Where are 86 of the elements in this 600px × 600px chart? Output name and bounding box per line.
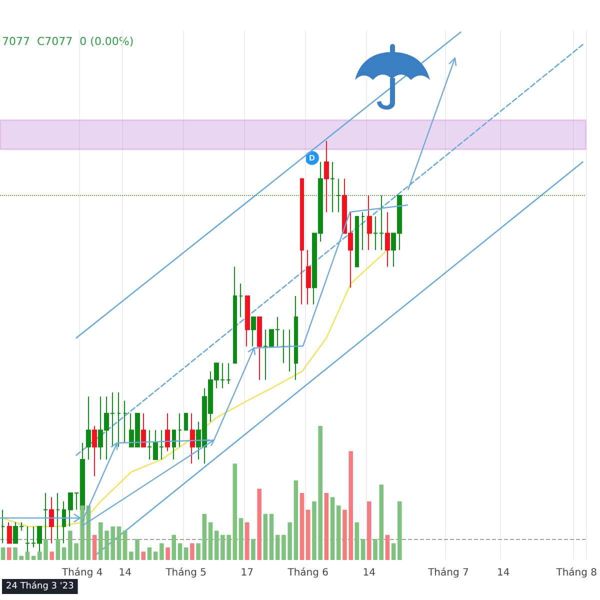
- bar: [190, 543, 194, 560]
- candlestick: [294, 296, 298, 380]
- candlestick: [141, 412, 146, 448]
- annotation: D: [309, 154, 316, 162]
- candlestick: [324, 140, 329, 213]
- candlestick: [1, 509, 5, 544]
- bar: [367, 501, 372, 560]
- bar: [251, 539, 256, 560]
- bar: [257, 488, 262, 560]
- bar: [141, 552, 146, 560]
- bar: [56, 539, 60, 560]
- candlestick: [92, 425, 97, 477]
- bar: [360, 539, 366, 560]
- bar: [306, 510, 310, 560]
- bar: [160, 543, 164, 560]
- bar: [7, 547, 12, 560]
- bar: [147, 547, 152, 560]
- bar: [269, 514, 274, 560]
- bar: [391, 543, 396, 560]
- x-tick-label: Tháng 8: [555, 568, 598, 578]
- bar: [153, 552, 158, 560]
- bar: [324, 492, 329, 560]
- x-tick-label: Tháng 4: [60, 568, 103, 578]
- text: 7077 C7077 0 (0.00%): [2, 35, 134, 48]
- bar: [398, 501, 402, 560]
- candlestick: [226, 362, 231, 385]
- x-tick-label: 14: [497, 568, 510, 578]
- candlestick: [117, 392, 121, 448]
- candlestick: [123, 400, 127, 444]
- bar: [92, 534, 97, 560]
- bar: [25, 552, 30, 560]
- candlestick: [367, 194, 372, 250]
- bar: [202, 514, 207, 560]
- candlestick: [257, 316, 262, 380]
- bar: [62, 547, 66, 560]
- candlestick: [379, 194, 384, 250]
- candlestick: [336, 178, 341, 213]
- text: 24 Tháng 3 '23: [6, 580, 74, 592]
- candlestick: [245, 296, 250, 347]
- candlestick: [385, 212, 390, 268]
- bar: [244, 522, 250, 560]
- x-tick-label: 14: [118, 568, 132, 578]
- candlestick: [190, 412, 195, 464]
- bar: [385, 534, 390, 560]
- bar: [354, 522, 360, 560]
- bar: [122, 530, 128, 560]
- bar: [178, 543, 182, 560]
- candlestick: [178, 412, 182, 448]
- candlestick: [172, 430, 176, 460]
- bar: [196, 543, 200, 560]
- bar: [232, 464, 238, 560]
- candlestick: [239, 282, 243, 318]
- bar: [214, 530, 219, 560]
- bar: [172, 534, 176, 560]
- bar: [294, 480, 298, 560]
- bar: [184, 547, 188, 560]
- bar: [330, 497, 335, 560]
- candlestick: [7, 522, 12, 544]
- candlestick: [306, 249, 311, 305]
- candlestick: [251, 316, 256, 347]
- candlestick: [233, 266, 237, 364]
- x-tick-label: Tháng 7: [427, 568, 469, 578]
- candlestick: [49, 496, 54, 544]
- bar: [0, 547, 6, 560]
- candlestick: [86, 396, 91, 460]
- bar: [238, 518, 244, 560]
- x-tick-label: 17: [240, 568, 254, 578]
- candlestick: [281, 329, 286, 364]
- candlestick: [330, 161, 335, 213]
- candlestick: [184, 412, 188, 431]
- x-tick-label: 14: [362, 568, 376, 578]
- candlestick: [300, 178, 304, 305]
- candlestick: [165, 412, 170, 452]
- x-tick-label: Tháng 6: [286, 568, 329, 578]
- bar: [263, 514, 268, 560]
- bar: [208, 522, 213, 560]
- candlestick: [373, 216, 378, 250]
- bar: [50, 552, 54, 560]
- bar: [336, 506, 341, 560]
- bar: [166, 547, 170, 560]
- candlestick: [62, 500, 66, 544]
- x-tick-label: Tháng 5: [164, 568, 207, 578]
- candlestick: [361, 212, 365, 250]
- bar: [300, 492, 304, 560]
- candlestick: [355, 216, 359, 268]
- bar: [116, 526, 122, 560]
